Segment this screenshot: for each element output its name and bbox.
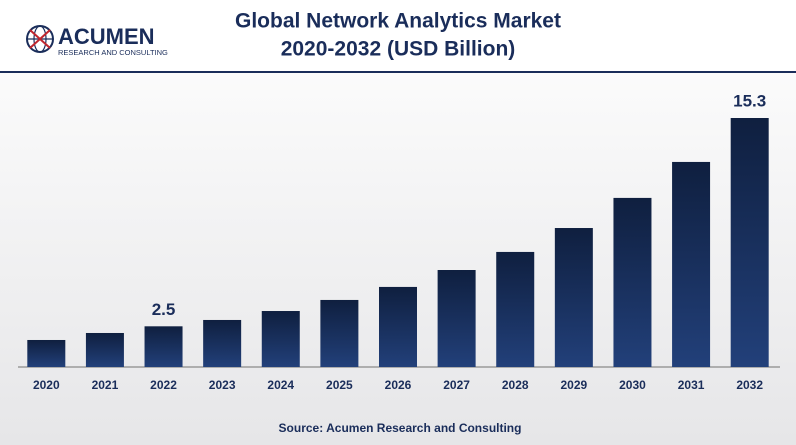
x-tick-label: 2027	[443, 378, 470, 392]
logo-icon	[26, 25, 54, 53]
data-label: 15.3	[733, 91, 766, 110]
x-tick-label: 2032	[736, 378, 763, 392]
bar	[203, 319, 242, 367]
x-tick-label: 2026	[385, 378, 412, 392]
bar	[730, 118, 769, 367]
bar	[261, 311, 300, 367]
x-tick-label: 2025	[326, 378, 353, 392]
x-tick-label: 2029	[560, 378, 587, 392]
bar	[85, 332, 124, 367]
bar	[554, 228, 593, 367]
bar	[496, 251, 535, 367]
x-tick-label: 2023	[209, 378, 236, 392]
chart-title: Global Network Analytics Market	[235, 10, 561, 33]
bar	[320, 299, 359, 367]
bar	[613, 197, 652, 367]
x-tick-label: 2028	[502, 378, 529, 392]
bar	[672, 161, 711, 367]
x-tick-label: 2022	[150, 378, 177, 392]
bar	[379, 286, 417, 367]
x-tick-label: 2020	[33, 378, 60, 392]
source: Source: Acumen Research and Consulting	[279, 421, 522, 435]
x-tick-label: 2021	[92, 378, 119, 392]
x-tick-label: 2030	[619, 378, 646, 392]
logo-name: ACUMEN	[58, 24, 155, 49]
header	[0, 0, 796, 72]
bar	[27, 339, 66, 367]
bar	[437, 270, 476, 367]
x-tick-label: 2024	[267, 378, 294, 392]
chart-subtitle: 2020-2032 (USD Billion)	[281, 38, 516, 61]
data-label: 2.5	[152, 300, 176, 319]
logo-tagline: RESEARCH AND CONSULTING	[58, 48, 168, 57]
bar	[144, 326, 183, 367]
x-tick-label: 2031	[678, 378, 705, 392]
